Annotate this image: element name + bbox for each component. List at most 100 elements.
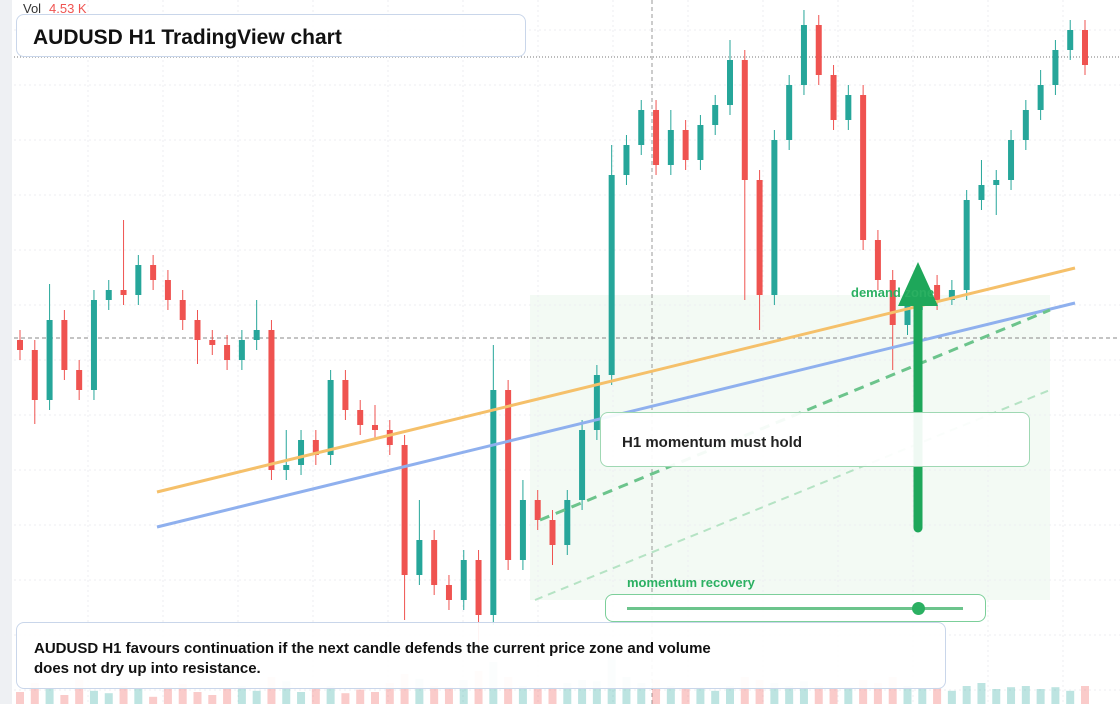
candle-body: [431, 540, 438, 585]
volume-bar: [992, 689, 1001, 704]
candle-body: [238, 340, 245, 360]
candle-body: [90, 300, 97, 390]
candle-body: [1008, 140, 1015, 180]
volume-bar: [415, 678, 424, 704]
volume-bar: [504, 677, 513, 704]
volume-bar: [637, 683, 646, 704]
candle-body: [46, 320, 53, 400]
title-box: AUDUSD H1 TradingView chart: [16, 14, 526, 57]
candle-body: [372, 425, 378, 430]
candle-body: [727, 60, 733, 105]
volume-bar: [548, 687, 557, 704]
candle-body: [224, 345, 231, 360]
candle-body: [135, 265, 142, 295]
volume-bar: [30, 683, 39, 704]
volume-bar: [918, 689, 927, 704]
volume-bar: [770, 683, 779, 704]
candle-body: [682, 130, 689, 160]
candle-body: [164, 280, 171, 300]
volume-bar: [977, 683, 986, 704]
volume-bar: [666, 686, 675, 704]
candle-body: [963, 200, 970, 290]
candle-body: [76, 370, 83, 390]
candle-body: [1082, 30, 1088, 65]
volume-bar: [962, 686, 971, 704]
volume-bar: [356, 689, 365, 704]
candle-body: [593, 375, 600, 430]
candle-body: [623, 145, 630, 175]
candle-body: [874, 240, 881, 280]
candle-body: [534, 500, 541, 520]
volume-bar: [208, 695, 217, 704]
volume-bar: [297, 692, 306, 704]
volume-bar: [178, 684, 187, 704]
volume-bar: [814, 686, 823, 704]
candle-body: [490, 390, 497, 615]
candle-body: [786, 85, 793, 140]
volume-bar: [696, 687, 705, 704]
volume-bar: [385, 683, 394, 704]
candle-body: [17, 340, 23, 350]
volume-bar: [341, 693, 350, 704]
candle-body: [61, 320, 68, 370]
candle-body: [889, 280, 896, 325]
slider-track: [627, 607, 963, 610]
volume-bar: [755, 680, 764, 704]
candle-body: [312, 440, 319, 455]
vol-label: Vol: [23, 1, 41, 16]
vol-value: 4.53 K: [49, 1, 87, 16]
volume-bar: [681, 689, 690, 704]
volume-bar: [163, 687, 172, 704]
candle-body: [948, 290, 955, 300]
volume-bar: [873, 683, 882, 704]
candle-body: [579, 430, 586, 500]
candle-body: [564, 500, 571, 545]
volume-bar: [430, 686, 439, 704]
volume-bar: [444, 687, 453, 704]
candle-body: [697, 125, 704, 160]
volume-bar: [371, 692, 379, 704]
candle-body: [401, 445, 408, 575]
volume-bar: [563, 683, 572, 704]
volume-bar: [533, 689, 542, 704]
volume-bar: [45, 689, 54, 704]
volume-bar: [16, 692, 24, 704]
volume-bar: [282, 681, 291, 704]
note-box: AUDUSD H1 favours continuation if the ne…: [16, 622, 946, 689]
candle-body: [253, 330, 260, 340]
candle-body: [608, 175, 615, 375]
volume-bar: [622, 677, 631, 704]
volume-bar: [933, 687, 942, 704]
candle-body: [756, 180, 763, 295]
slider-thumb: [912, 602, 925, 615]
candle-body: [342, 380, 349, 410]
candle-body: [993, 180, 1000, 185]
volume-bar: [459, 680, 468, 704]
volume-bar: [592, 681, 601, 704]
candle-body: [298, 440, 305, 465]
note: AUDUSD H1 favours continuation if the ne…: [34, 640, 711, 677]
candle-body: [179, 300, 186, 320]
volume-bar: [1021, 686, 1030, 704]
zone-label: demand zone: [851, 285, 934, 300]
volume-bar: [844, 687, 853, 704]
candle-body: [475, 560, 482, 615]
candle-body: [830, 75, 837, 120]
volume-bar: [652, 680, 661, 704]
candle-body: [31, 350, 38, 400]
volume-bar: [134, 689, 143, 704]
candle-body: [741, 60, 748, 180]
candle-body: [815, 25, 822, 75]
volume-bar: [1007, 687, 1016, 704]
volume-bar: [1081, 686, 1089, 704]
candle-body: [150, 265, 157, 280]
volume-bar: [518, 686, 527, 704]
candle-body: [1022, 110, 1029, 140]
candle-body: [712, 105, 719, 125]
volume-bar: [903, 686, 912, 704]
volume-bar: [740, 677, 749, 704]
volume-bar: [60, 695, 69, 704]
candle-body: [549, 520, 556, 545]
candle-body: [209, 340, 216, 345]
